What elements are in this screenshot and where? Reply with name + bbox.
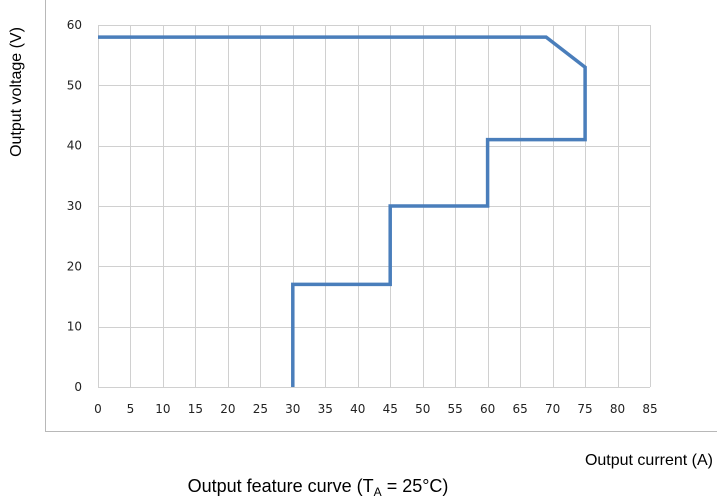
caption-subscript: A xyxy=(374,485,382,499)
chart-caption: Output feature curve (TA = 25°C) xyxy=(188,476,449,499)
x-tick-labels: 0 5 10 15 20 25 30 35 40 45 50 55 60 65 70 75 80 85 xyxy=(94,402,657,416)
x-tick-label: 50 xyxy=(415,402,430,416)
x-tick-label: 80 xyxy=(610,402,625,416)
series-group xyxy=(98,35,587,387)
y-tick-label: 60 xyxy=(67,18,82,32)
y-tick-label: 0 xyxy=(74,380,82,394)
y-tick-label: 10 xyxy=(67,320,82,334)
grid xyxy=(98,25,651,388)
caption-suffix: = 25°C) xyxy=(382,476,449,496)
series-line xyxy=(98,35,587,387)
chart-frame xyxy=(45,0,717,432)
x-tick-label: 40 xyxy=(350,402,365,416)
x-tick-label: 20 xyxy=(220,402,235,416)
y-tick-label: 40 xyxy=(67,139,82,153)
x-tick-label: 0 xyxy=(94,402,102,416)
y-tick-label: 50 xyxy=(67,78,82,92)
x-tick-label: 10 xyxy=(155,402,170,416)
x-tick-label: 60 xyxy=(480,402,495,416)
y-axis-title: Output voltage (V) xyxy=(8,27,25,157)
x-tick-label: 75 xyxy=(577,402,592,416)
x-tick-label: 35 xyxy=(318,402,333,416)
x-tick-label: 85 xyxy=(642,402,657,416)
y-tick-label: 20 xyxy=(67,259,82,273)
x-tick-label: 15 xyxy=(188,402,203,416)
x-tick-label: 70 xyxy=(545,402,560,416)
y-tick-labels: 0 10 20 30 40 50 60 xyxy=(67,18,82,394)
x-tick-label: 65 xyxy=(512,402,527,416)
caption-prefix: Output feature curve (T xyxy=(188,476,374,496)
chart-area-border xyxy=(45,0,717,432)
x-tick-label: 55 xyxy=(448,402,463,416)
x-tick-label: 45 xyxy=(383,402,398,416)
y-tick-label: 30 xyxy=(67,199,82,213)
x-tick-label: 25 xyxy=(253,402,268,416)
x-tick-label: 5 xyxy=(127,402,135,416)
x-tick-label: 30 xyxy=(285,402,300,416)
x-axis-title: Output current (A) xyxy=(585,452,713,469)
